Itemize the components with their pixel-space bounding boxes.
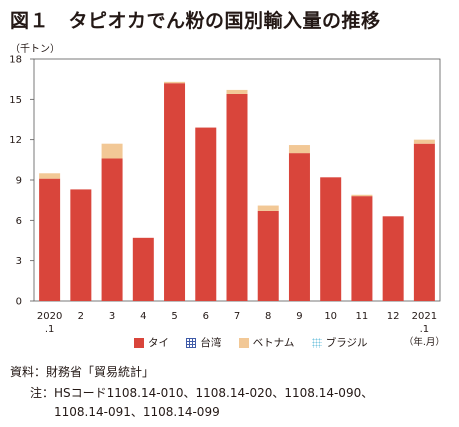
x-tick-label: 2021 xyxy=(412,311,437,322)
x-tick-label: 9 xyxy=(296,311,302,322)
bar-vietnam xyxy=(413,139,435,144)
bar-thailand xyxy=(39,178,61,301)
bar-thailand xyxy=(351,196,373,301)
legend: タイ 台湾 ベトナム ブラジル xyxy=(134,335,382,351)
x-tick-label: 4 xyxy=(140,311,146,322)
y-tick-label: 6 xyxy=(16,216,22,227)
bar-thailand xyxy=(70,189,92,301)
legend-label-vietnam: ベトナム xyxy=(252,337,295,349)
y-tick-label: 0 xyxy=(16,297,22,308)
legend-item-thailand: タイ xyxy=(134,335,169,350)
bar-vietnam xyxy=(226,89,248,94)
x-tick-label: .1 xyxy=(420,324,430,335)
footnote-line-1: 注：HSコード1108.14-010、1108.14-020、1108.14-0… xyxy=(30,386,374,400)
x-tick-label: .1 xyxy=(45,324,55,335)
x-tick-label: 6 xyxy=(203,311,209,322)
legend-label-thailand: タイ xyxy=(148,337,169,349)
bar-vietnam xyxy=(39,173,61,179)
x-tick-label: 12 xyxy=(387,311,400,322)
bar-thailand xyxy=(226,93,248,301)
bar-thailand xyxy=(413,143,435,301)
legend-swatch-thailand xyxy=(134,337,144,348)
x-tick-label: 5 xyxy=(171,311,177,322)
bar-thailand xyxy=(132,237,154,301)
y-tick-label: 18 xyxy=(9,55,22,66)
bar-vietnam xyxy=(351,194,373,197)
bar-thailand xyxy=(288,153,310,301)
figure-title: 図１ タピオカでん粉の国別輸入量の推移 xyxy=(10,10,381,32)
legend-swatch-vietnam xyxy=(238,337,249,348)
bar-thailand xyxy=(101,158,123,301)
y-tick-label: 9 xyxy=(16,176,22,187)
bar-thailand xyxy=(320,177,342,301)
x-tick-label: 11 xyxy=(356,311,369,322)
x-tick-label: 7 xyxy=(234,311,240,322)
x-tick-label: 3 xyxy=(109,311,115,322)
x-unit-label: （年.月） xyxy=(404,336,445,348)
legend-swatch-taiwan xyxy=(186,337,197,348)
bar-vietnam xyxy=(288,145,310,154)
x-tick-label: 10 xyxy=(324,311,337,322)
legend-label-taiwan: 台湾 xyxy=(200,337,222,349)
y-tick-label: 15 xyxy=(9,95,22,106)
legend-item-taiwan: 台湾 xyxy=(186,335,221,350)
bar-thailand xyxy=(382,216,404,301)
y-tick-label: 12 xyxy=(9,135,22,146)
bar-thailand xyxy=(257,210,279,301)
bar-vietnam xyxy=(257,205,279,211)
bar-thailand xyxy=(195,127,217,301)
bar-thailand xyxy=(164,83,186,301)
legend-item-brazil: ブラジル xyxy=(311,335,368,350)
source-note: 資料：財務省「貿易統計」 xyxy=(10,365,155,379)
legend-item-vietnam: ベトナム xyxy=(238,335,295,350)
bar-vietnam xyxy=(101,143,123,159)
y-tick-label: 3 xyxy=(16,256,22,267)
x-tick-label: 2 xyxy=(78,311,84,322)
footnote-line-2: 1108.14-091、1108.14-099 xyxy=(54,405,220,419)
legend-swatch-brazil xyxy=(311,337,322,348)
legend-label-brazil: ブラジル xyxy=(325,337,368,349)
bar-vietnam xyxy=(164,81,186,84)
x-tick-label: 2020 xyxy=(37,311,62,322)
x-tick-label: 8 xyxy=(265,311,271,322)
y-unit-label: （千トン） xyxy=(10,44,60,55)
